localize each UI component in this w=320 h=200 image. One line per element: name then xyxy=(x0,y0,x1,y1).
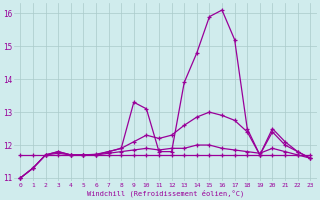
X-axis label: Windchill (Refroidissement éolien,°C): Windchill (Refroidissement éolien,°C) xyxy=(87,189,244,197)
